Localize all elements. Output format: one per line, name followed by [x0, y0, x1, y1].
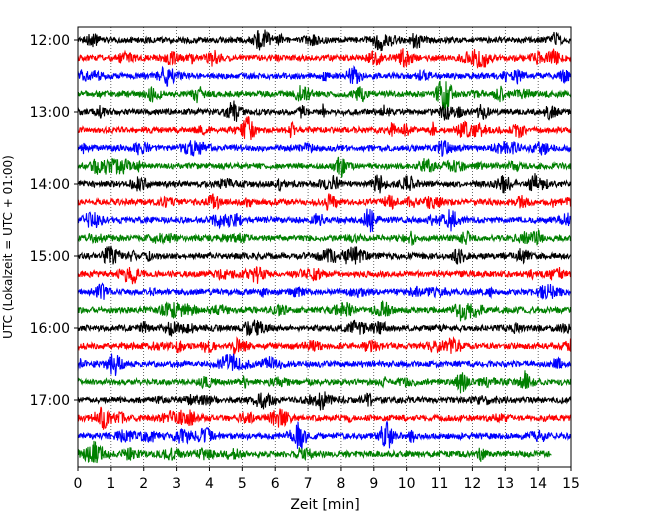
trace-1645: [77, 370, 572, 394]
x-tick-label: 13: [496, 476, 514, 492]
trace-1330: [77, 139, 572, 157]
y-tick-label: 13:00: [30, 105, 70, 121]
trace-1245: [77, 80, 572, 111]
x-tick-label: 3: [172, 476, 181, 492]
trace-1300: [77, 100, 572, 122]
x-axis-label: Zeit [min]: [290, 497, 359, 513]
trace-1515: [77, 266, 572, 285]
x-tick-label: 15: [562, 476, 580, 492]
trace-1500: [77, 245, 572, 265]
trace-1215: [77, 48, 572, 69]
y-axis-ticks: 12:00 13:00 14:00 15:00 16:00 17:00: [30, 33, 78, 409]
x-tick-label: 11: [431, 476, 449, 492]
trace-1545: [77, 300, 572, 322]
trace-1745: [77, 440, 552, 464]
y-axis-label: UTC (Lokalzeit = UTC + 01:00): [1, 155, 15, 339]
trace-1430: [77, 208, 572, 233]
trace-1415: [77, 193, 572, 211]
x-tick-label: 1: [106, 476, 115, 492]
x-tick-label: 4: [205, 476, 214, 492]
trace-1345: [77, 156, 572, 178]
x-tick-label: 10: [398, 476, 416, 492]
trace-1715: [77, 406, 572, 430]
y-tick-label: 17:00: [30, 393, 70, 409]
trace-1615: [77, 336, 572, 356]
trace-1530: [77, 282, 572, 300]
x-tick-label: 6: [271, 476, 280, 492]
x-tick-label: 8: [336, 476, 345, 492]
x-tick-label: 0: [74, 476, 83, 492]
trace-1400: [77, 173, 572, 194]
plot-frame: [77, 26, 572, 468]
x-tick-label: 5: [238, 476, 247, 492]
y-tick-label: 15:00: [30, 249, 70, 265]
trace-1630: [77, 353, 572, 376]
x-tick-label: 2: [139, 476, 148, 492]
x-tick-label: 7: [304, 476, 313, 492]
trace-1200: [77, 29, 572, 52]
trace-1730: [77, 420, 572, 451]
trace-1445: [77, 228, 572, 246]
trace-1700: [77, 391, 572, 411]
x-tick-label: 9: [369, 476, 378, 492]
seismogram-traces: [77, 29, 572, 464]
trace-1230: [77, 65, 572, 87]
y-tick-label: 16:00: [30, 321, 70, 337]
grid-lines: [110, 27, 539, 467]
y-tick-label: 14:00: [30, 177, 70, 193]
trace-1315: [77, 116, 572, 141]
y-tick-label: 12:00: [30, 33, 70, 49]
x-axis-ticks: 0 1 2 3 4 5 6 7 8 9 10 11 12 13 14 15: [74, 467, 580, 492]
trace-1600: [77, 319, 572, 337]
x-tick-label: 12: [463, 476, 481, 492]
x-tick-label: 14: [529, 476, 547, 492]
